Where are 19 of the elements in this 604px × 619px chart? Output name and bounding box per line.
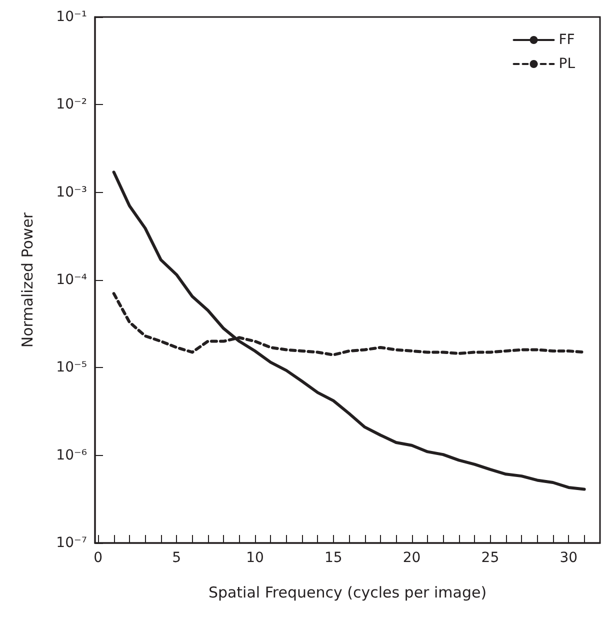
x-tick-label: 10 [246,550,264,566]
x-tick-label: 20 [402,550,421,566]
x-tick-label: 30 [560,550,578,566]
y-tick-label: 10⁻⁴ [56,272,88,288]
line-series [112,170,586,491]
y-tick-label: 10⁻¹ [56,9,87,25]
x-tick-label: 5 [172,550,182,566]
y-tick-label: 10⁻² [56,96,87,113]
legend-label: FF [558,32,575,48]
x-tick-label: 25 [481,550,500,566]
y-tick-label: 10⁻⁷ [56,535,87,551]
x-axis-title: Spatial Frequency (cycles per image) [208,584,487,602]
y-tick-label: 10⁻⁵ [56,360,87,376]
x-tick-label: 15 [324,550,342,566]
y-tick-label: 10⁻³ [56,184,87,200]
x-tick-label: 0 [94,550,103,566]
legend-label: PL [558,56,576,72]
y-axis-title: Normalized Power [18,212,36,348]
y-tick-label: 10⁻⁶ [56,447,88,464]
